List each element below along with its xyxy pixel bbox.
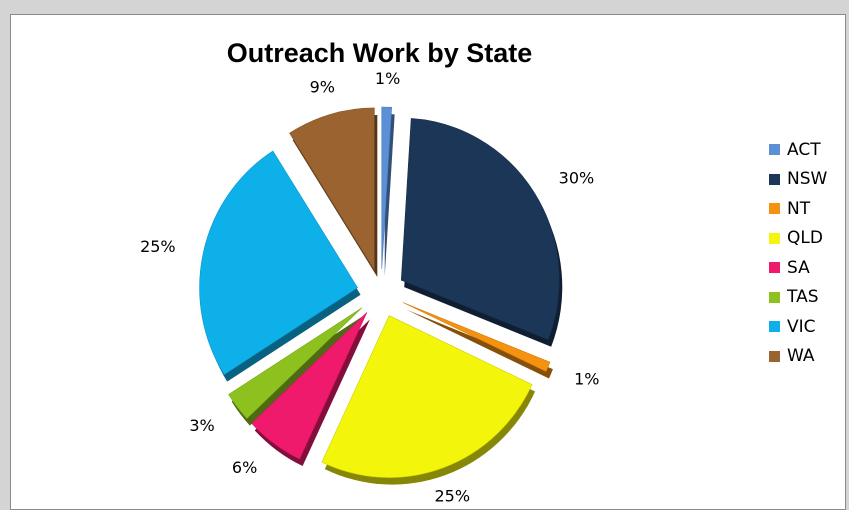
legend-swatch-wa — [769, 350, 780, 362]
legend-label-qld: QLD — [787, 228, 823, 249]
data-label-act: 1% — [375, 69, 400, 88]
legend-item-nt: NT — [769, 194, 827, 224]
legend-item-wa: WA — [769, 342, 827, 372]
pie-slice-wa — [289, 107, 375, 272]
pie-slice-qld — [321, 315, 533, 478]
data-label-tas: 3% — [189, 416, 214, 435]
legend-label-wa: WA — [787, 346, 815, 367]
data-label-wa: 9% — [310, 77, 335, 96]
legend-swatch-act — [769, 144, 780, 156]
data-label-sa: 6% — [232, 458, 257, 477]
legend-label-nsw: NSW — [787, 169, 828, 190]
legend-swatch-tas — [769, 291, 780, 303]
legend-swatch-nt — [769, 203, 780, 215]
legend-label-act: ACT — [787, 139, 821, 160]
pie-slice-act — [381, 106, 392, 270]
legend-label-tas: TAS — [787, 287, 819, 308]
legend-swatch-nsw — [769, 173, 780, 185]
pie-slice-vic — [199, 150, 358, 375]
pie-slice-nsw — [400, 118, 560, 341]
legend-item-qld: QLD — [769, 224, 827, 254]
data-label-nsw: 30% — [559, 169, 595, 188]
pie-slice-depth-nt — [406, 309, 553, 379]
chart-legend: ACT NSW NT QLD SA TAS VIC WA — [769, 135, 827, 371]
legend-item-vic: VIC — [769, 312, 827, 342]
legend-swatch-qld — [769, 232, 780, 244]
legend-swatch-sa — [769, 262, 780, 274]
legend-label-sa: SA — [787, 257, 810, 278]
pie-slice-tas — [228, 307, 363, 420]
legend-swatch-vic — [769, 321, 780, 333]
legend-item-tas: TAS — [769, 283, 827, 313]
legend-label-vic: VIC — [787, 316, 816, 337]
legend-item-act: ACT — [769, 135, 827, 165]
legend-label-nt: NT — [787, 198, 811, 219]
data-label-vic: 25% — [140, 237, 176, 256]
pie-slice-nt — [402, 302, 551, 372]
legend-item-nsw: NSW — [769, 165, 827, 195]
legend-item-sa: SA — [769, 253, 827, 283]
data-label-qld: 25% — [435, 486, 471, 505]
pie-slice-sa — [251, 312, 368, 460]
chart-title: Outreach Work by State — [226, 38, 533, 68]
data-label-nt: 1% — [574, 369, 599, 388]
